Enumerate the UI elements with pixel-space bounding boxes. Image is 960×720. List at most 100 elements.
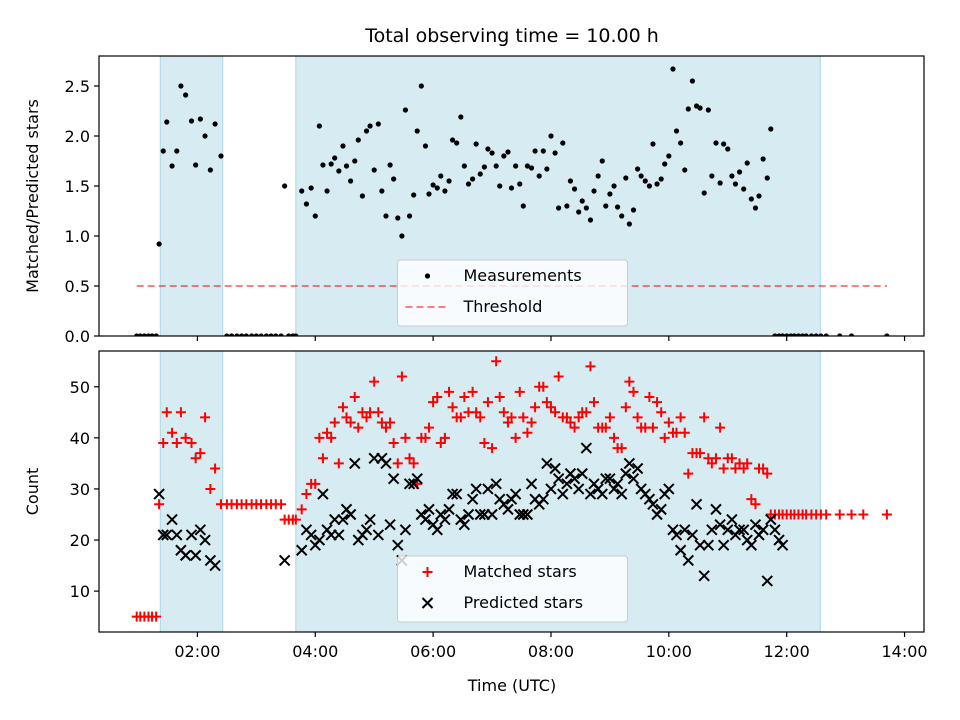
- predicted-star-point: [458, 519, 471, 531]
- predicted-star-point: [576, 467, 588, 480]
- measurement-point: [268, 333, 274, 336]
- measurement-point: [678, 140, 684, 146]
- matched-star-point: [706, 458, 717, 469]
- matched-star-point: [738, 463, 749, 474]
- measurement-point: [438, 173, 444, 179]
- matched-star-point: [758, 463, 769, 474]
- matched-star-point: [710, 453, 721, 464]
- matched-star-point: [652, 397, 663, 408]
- measurement-point: [528, 165, 535, 171]
- matched-star-point: [506, 412, 517, 423]
- predicted-star-point: [584, 488, 597, 500]
- matched-star-point: [151, 611, 162, 622]
- matched-star-point: [361, 412, 372, 423]
- matched-star-point: [447, 402, 458, 413]
- measurement-point: [576, 209, 582, 215]
- matched-star-point: [341, 412, 352, 423]
- matched-star-point: [408, 458, 419, 469]
- measurement-point: [540, 148, 546, 154]
- measurement-point: [402, 107, 409, 113]
- x-tick-label: 08:00: [528, 642, 574, 661]
- matched-star-point: [742, 458, 753, 469]
- matched-star-point: [420, 432, 431, 443]
- series-measurements: [134, 66, 890, 336]
- matched-star-point: [276, 499, 287, 510]
- predicted-star-point: [596, 488, 608, 500]
- predicted-star-point: [580, 442, 593, 454]
- predicted-star-point: [686, 529, 699, 541]
- measurement-point: [508, 185, 515, 191]
- measurement-point: [823, 333, 829, 336]
- predicted-star-point: [521, 508, 534, 521]
- matched-star-point: [541, 397, 552, 408]
- measurement-point: [556, 205, 562, 211]
- matched-star-point: [858, 509, 869, 520]
- matched-star-point: [821, 509, 832, 520]
- matched-star-point: [746, 494, 757, 505]
- matched-star-point: [396, 371, 407, 382]
- predicted-star-point: [486, 508, 498, 521]
- matched-star-point: [600, 422, 611, 433]
- predicted-star-point: [419, 513, 432, 526]
- predicted-star-point: [278, 554, 291, 567]
- measurement-point: [352, 158, 358, 164]
- measurement-point: [764, 175, 770, 181]
- predicted-star-point: [194, 524, 207, 536]
- measurement-point: [795, 333, 802, 336]
- measurement-point: [638, 173, 644, 179]
- measurement-point: [670, 66, 676, 72]
- measurement-point: [375, 121, 381, 127]
- predicted-star-point: [776, 539, 789, 551]
- measurement-point: [328, 161, 334, 167]
- measurement-point: [363, 128, 370, 134]
- measurement-point: [532, 148, 538, 154]
- measurement-point: [442, 188, 448, 194]
- predicted-star-point: [615, 488, 628, 500]
- measurement-point: [303, 201, 310, 207]
- measurement-point: [552, 150, 558, 156]
- matched-star-point: [301, 489, 312, 500]
- measurement-point: [446, 178, 452, 184]
- measurement-point: [367, 123, 373, 129]
- x-tick-label: 10:00: [646, 642, 692, 661]
- legend-box: [397, 259, 628, 327]
- measurement-point: [465, 181, 472, 187]
- matched-star-point: [349, 391, 360, 402]
- predicted-star-point: [722, 524, 734, 536]
- measurement-point: [848, 333, 855, 336]
- measurement-point: [383, 213, 389, 219]
- predicted-star-point: [387, 473, 400, 485]
- matched-star-point: [498, 407, 509, 418]
- predicted-star-point: [745, 539, 758, 551]
- measurement-point: [818, 333, 824, 336]
- measurement-point: [685, 106, 691, 112]
- matched-star-point: [326, 432, 337, 443]
- measurement-point: [791, 333, 797, 336]
- measurement-point: [470, 176, 476, 182]
- measurement-point: [595, 173, 601, 179]
- measurement-point: [228, 333, 235, 336]
- matched-star-point: [656, 407, 667, 418]
- legend-measurement-marker: [424, 273, 431, 279]
- matched-star-point: [675, 412, 686, 423]
- matched-star-point: [561, 412, 572, 423]
- matched-star-point: [432, 391, 443, 402]
- measurement-point: [591, 188, 597, 194]
- measurement-point: [243, 333, 249, 336]
- predicted-star-point: [706, 524, 718, 536]
- predicted-star-point: [423, 503, 435, 516]
- matched-star-point: [167, 427, 178, 438]
- matched-star-point: [624, 376, 635, 387]
- matched-star-point: [494, 391, 505, 402]
- measurement-point: [414, 128, 420, 134]
- measurement-point: [324, 188, 330, 194]
- matched-star-point: [502, 417, 513, 428]
- predicted-star-point: [411, 473, 423, 485]
- matched-star-point: [186, 437, 197, 448]
- predicted-star-point: [620, 467, 632, 480]
- predicted-star-point: [166, 513, 178, 526]
- plot-area: [131, 351, 892, 632]
- measurement-point: [682, 167, 688, 173]
- measurement-point: [725, 146, 731, 152]
- measurement-point: [689, 78, 696, 84]
